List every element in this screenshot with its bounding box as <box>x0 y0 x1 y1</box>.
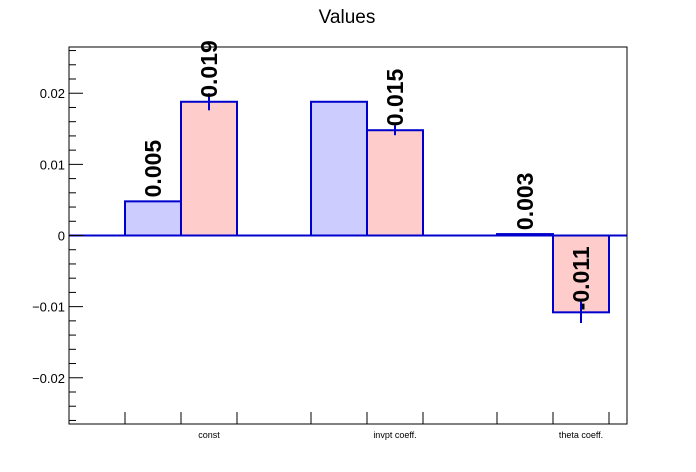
data-label-s1-1: 0.005 <box>140 140 166 198</box>
bar-s2-3 <box>552 234 610 314</box>
chart-axes: −0.02 −0.01 0 0.01 0.02 const invpt coeff. thet… <box>32 46 628 440</box>
chart-title: Values <box>319 7 376 28</box>
y-tick-label: 0 <box>58 229 65 244</box>
bar-s1-1 <box>124 200 182 237</box>
data-label-s2-1: 0.019 <box>196 40 222 98</box>
data-label-s2-2: 0.015 <box>382 68 408 126</box>
y-tick-label: 0.01 <box>40 157 65 172</box>
x-tick-label: theta coeff. <box>559 430 603 440</box>
x-tick-label: invpt coeff. <box>373 430 416 440</box>
y-tick-label: −0.02 <box>32 371 65 386</box>
y-tick-label: −0.01 <box>32 300 65 315</box>
y-tick-label: 0.02 <box>40 86 65 101</box>
bar-s2-1 <box>180 100 238 237</box>
data-label-s1-3: 0.003 <box>512 173 538 231</box>
bar-s2-2 <box>366 129 424 237</box>
chart-marks: 0.005 0.003 0.019 0.015 -0.011 <box>69 40 627 323</box>
x-tick-label: const <box>198 430 220 440</box>
bar-s1-2 <box>310 100 368 237</box>
data-label-s2-3: -0.011 <box>568 246 594 310</box>
